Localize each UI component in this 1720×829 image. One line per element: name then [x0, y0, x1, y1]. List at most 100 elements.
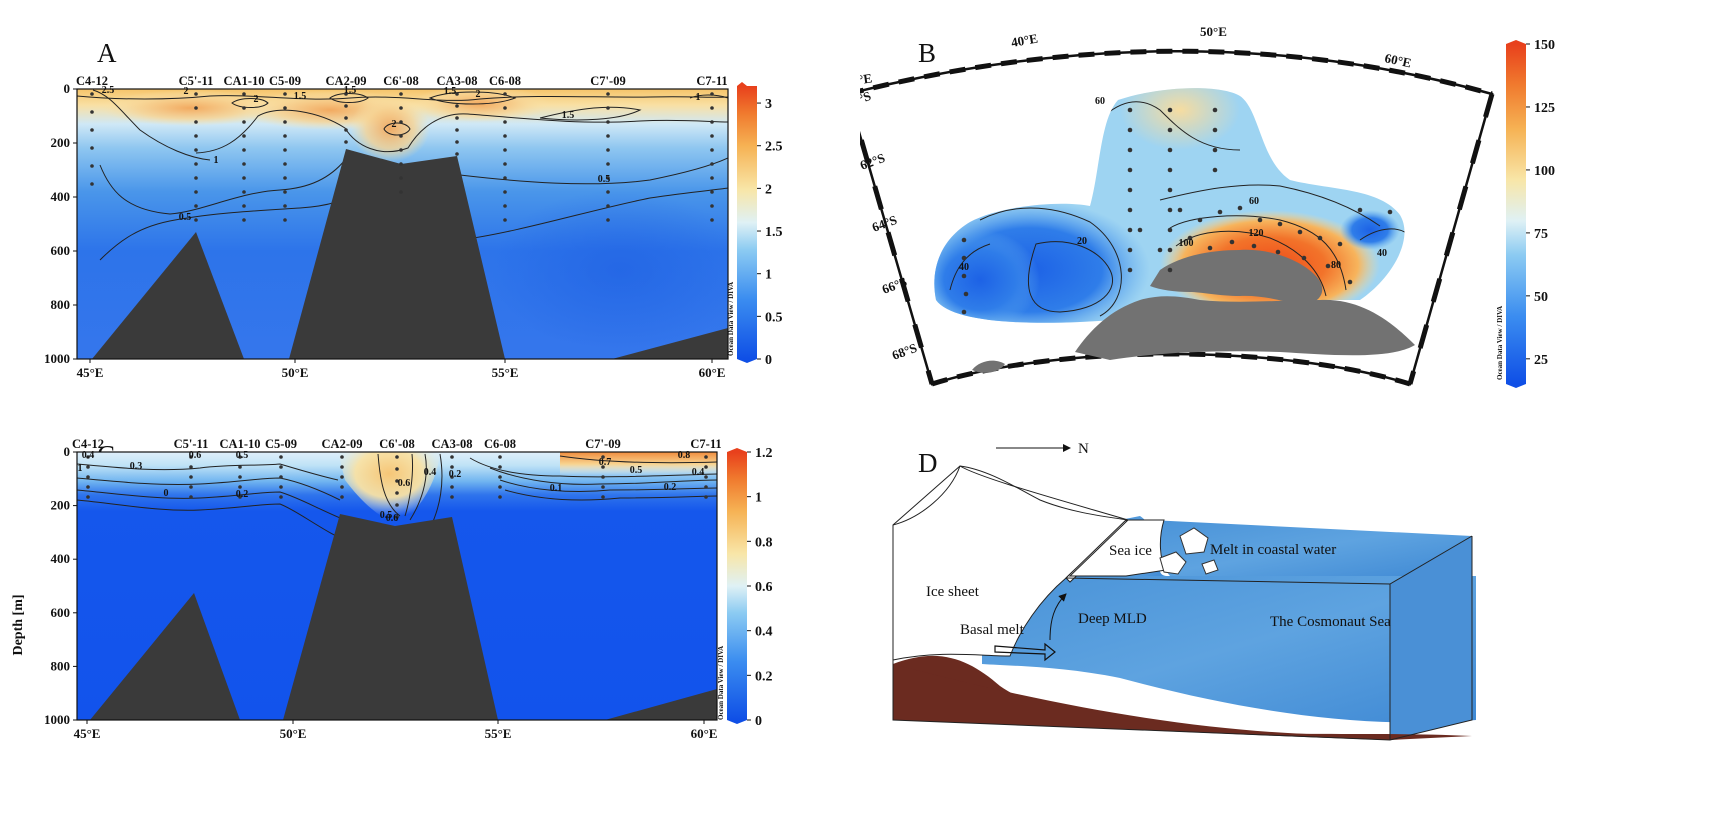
sample-point — [704, 465, 708, 469]
sample-point — [283, 218, 287, 222]
sample-point — [189, 485, 193, 489]
panel-b-label: B — [918, 38, 937, 68]
station-label: C7-11 — [690, 437, 721, 451]
sample-point — [455, 92, 459, 96]
sample-point — [90, 164, 94, 168]
sample-point — [450, 475, 454, 479]
sample-point — [340, 475, 344, 479]
sample-point — [704, 455, 708, 459]
contour-label: 0.2 — [664, 482, 677, 493]
contour-label: 0 — [164, 488, 169, 499]
contour-label: 2 — [476, 89, 481, 100]
colorbar-tick-label: 100 — [1534, 164, 1555, 179]
y-tick-label: 200 — [51, 498, 71, 513]
contour-label: 0.2 — [449, 469, 462, 480]
x-tick-label: 50°E — [282, 365, 309, 380]
colorbar-tick-label: 0.8 — [755, 535, 773, 550]
sample-point — [606, 176, 610, 180]
contour-label: 0.6 — [398, 478, 411, 489]
sample-station — [1197, 217, 1203, 223]
colorbar-tick-label: 1 — [755, 491, 762, 506]
sample-point — [283, 120, 287, 124]
sample-point — [450, 465, 454, 469]
y-tick-label: 200 — [51, 135, 71, 150]
sample-point — [344, 128, 348, 132]
contour-label: 1.5 — [444, 86, 457, 97]
contour-label: 40 — [1377, 248, 1387, 259]
station-label: CA2-09 — [322, 437, 363, 451]
sample-point — [606, 162, 610, 166]
sample-point — [601, 475, 605, 479]
sample-point — [86, 485, 90, 489]
sample-point — [399, 190, 403, 194]
chart-b-map: 60°S62°S64°S66°S68°S 30°E40°E 50°E60°E 60… — [860, 24, 1555, 388]
colorbar-b-ramp — [1506, 44, 1526, 384]
sample-point — [283, 204, 287, 208]
y-tick-label: 1000 — [44, 712, 70, 727]
sample-point — [242, 106, 246, 110]
sample-point — [704, 485, 708, 489]
y-tick-label: 400 — [51, 551, 71, 566]
sample-station — [1167, 167, 1173, 173]
contour-label: 2.5 — [102, 85, 115, 96]
sample-point — [194, 92, 198, 96]
contour-label: 0.5 — [179, 212, 192, 223]
colorbar-tick-label: 1.5 — [765, 225, 783, 240]
sample-point — [189, 475, 193, 479]
sample-point — [455, 152, 459, 156]
sample-point — [242, 92, 246, 96]
station-label: CA1-10 — [220, 437, 261, 451]
colorbar-tick-label: 75 — [1534, 227, 1548, 242]
panel-d-label: D — [918, 448, 938, 478]
contour-label: 0.8 — [678, 450, 691, 461]
station-label: C6'-08 — [379, 437, 414, 451]
colorbar-c-credit: Ocean Data View / DIVA — [717, 646, 725, 720]
sample-point — [503, 106, 507, 110]
sample-point — [283, 176, 287, 180]
x-tick-label: 60°E — [691, 726, 718, 741]
sample-station — [1275, 249, 1281, 255]
colorbar-tick-label: 0 — [755, 714, 762, 729]
sample-station — [1167, 147, 1173, 153]
sample-point — [399, 106, 403, 110]
sample-point — [279, 475, 283, 479]
contour-label: 80 — [1331, 260, 1341, 271]
sample-point — [450, 495, 454, 499]
sample-station — [1229, 239, 1235, 245]
x-tick-label: 60°E — [699, 365, 726, 380]
panel-a-label: A — [97, 38, 117, 68]
sample-station — [1127, 167, 1133, 173]
sample-point — [710, 204, 714, 208]
sample-station — [1277, 221, 1283, 227]
colorbar-tick-label: 2.5 — [765, 140, 783, 155]
sample-point — [283, 148, 287, 152]
sample-station — [1157, 247, 1163, 253]
sample-point — [194, 106, 198, 110]
longitude-label: 50°E — [1200, 24, 1227, 39]
contour-label: 2 — [392, 119, 397, 130]
sample-point — [710, 176, 714, 180]
contour-label: 0.1 — [550, 483, 563, 494]
sample-point — [194, 162, 198, 166]
sample-station — [1127, 127, 1133, 133]
seamount-a-2 — [289, 149, 505, 359]
sample-station — [1167, 207, 1173, 213]
sample-point — [498, 455, 502, 459]
station-label: CA2-09 — [326, 74, 367, 88]
sample-point — [189, 465, 193, 469]
contour-label: 0.4 — [82, 450, 95, 461]
sample-point — [242, 134, 246, 138]
sample-station — [1127, 147, 1133, 153]
sample-station — [963, 291, 969, 297]
colorbar-b-credit: Ocean Data View / DIVA — [1496, 306, 1504, 380]
sample-point — [710, 134, 714, 138]
sample-point — [498, 495, 502, 499]
sample-station — [1301, 255, 1307, 261]
sample-point — [194, 176, 198, 180]
station-label: CA3-08 — [432, 437, 473, 451]
basal-melt-arrow-icon — [994, 642, 1056, 662]
sample-point — [455, 104, 459, 108]
station-label: C6-08 — [489, 74, 521, 88]
station-label: C7-11 — [696, 74, 727, 88]
sample-point — [86, 495, 90, 499]
